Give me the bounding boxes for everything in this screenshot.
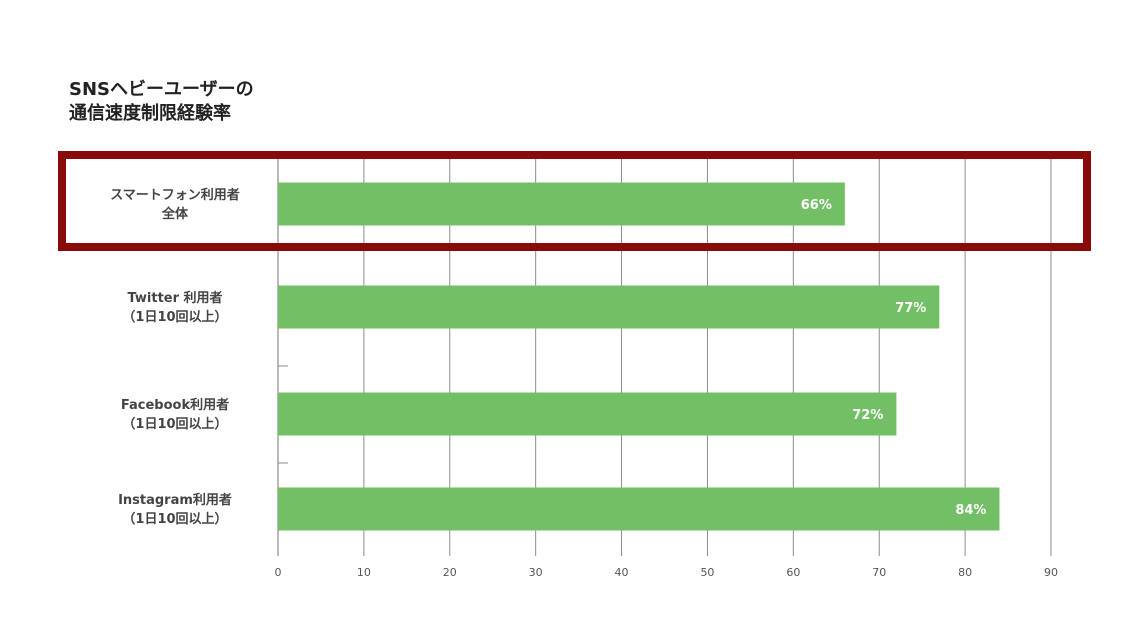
bar-value-label-3: 72% [852, 408, 883, 423]
category-label-1-line-1: スマートフォン利用者 [110, 187, 240, 203]
bar-value-label-4: 84% [955, 503, 986, 518]
bar-value-label-2: 77% [895, 301, 926, 316]
bar-value-label-1: 66% [801, 198, 832, 213]
x-tick-label-60: 60 [786, 566, 800, 579]
category-label-4: Instagram利用者 （1日10回以上） [118, 492, 232, 527]
category-label-3-line-1: Facebook利用者 [121, 397, 229, 413]
category-label-3-line-2: （1日10回以上） [122, 416, 227, 432]
x-tick-label-80: 80 [958, 566, 972, 579]
chart-title-line-2: 通信速度制限経験率 [69, 103, 231, 124]
category-label-2-line-1: Twitter 利用者 [127, 290, 222, 306]
category-label-4-line-1: Instagram利用者 [118, 492, 232, 508]
x-tick-label-90: 90 [1044, 566, 1058, 579]
bar-4 [278, 487, 1000, 531]
x-tick-label-0: 0 [275, 566, 282, 579]
chart-title-line-1: SNSヘビーユーザーの [69, 79, 254, 100]
category-label-4-line-2: （1日10回以上） [122, 511, 227, 527]
bar-2 [278, 285, 940, 329]
category-label-1-line-2: 全体 [161, 206, 189, 222]
category-label-3: Facebook利用者 （1日10回以上） [121, 397, 229, 432]
bar-3 [278, 392, 897, 436]
category-label-1: スマートフォン利用者全体 [110, 187, 240, 222]
x-tick-label-30: 30 [529, 566, 543, 579]
chart-title: SNSヘビーユーザーの 通信速度制限経験率 [69, 78, 254, 126]
category-label-2: Twitter 利用者 （1日10回以上） [122, 290, 227, 325]
highlight-frame [58, 151, 1091, 251]
x-tick-label-50: 50 [700, 566, 714, 579]
x-tick-label-40: 40 [615, 566, 629, 579]
bar-1 [278, 182, 845, 226]
x-tick-label-70: 70 [872, 566, 886, 579]
x-tick-label-20: 20 [443, 566, 457, 579]
x-tick-label-10: 10 [357, 566, 371, 579]
category-label-2-line-2: （1日10回以上） [122, 309, 227, 325]
